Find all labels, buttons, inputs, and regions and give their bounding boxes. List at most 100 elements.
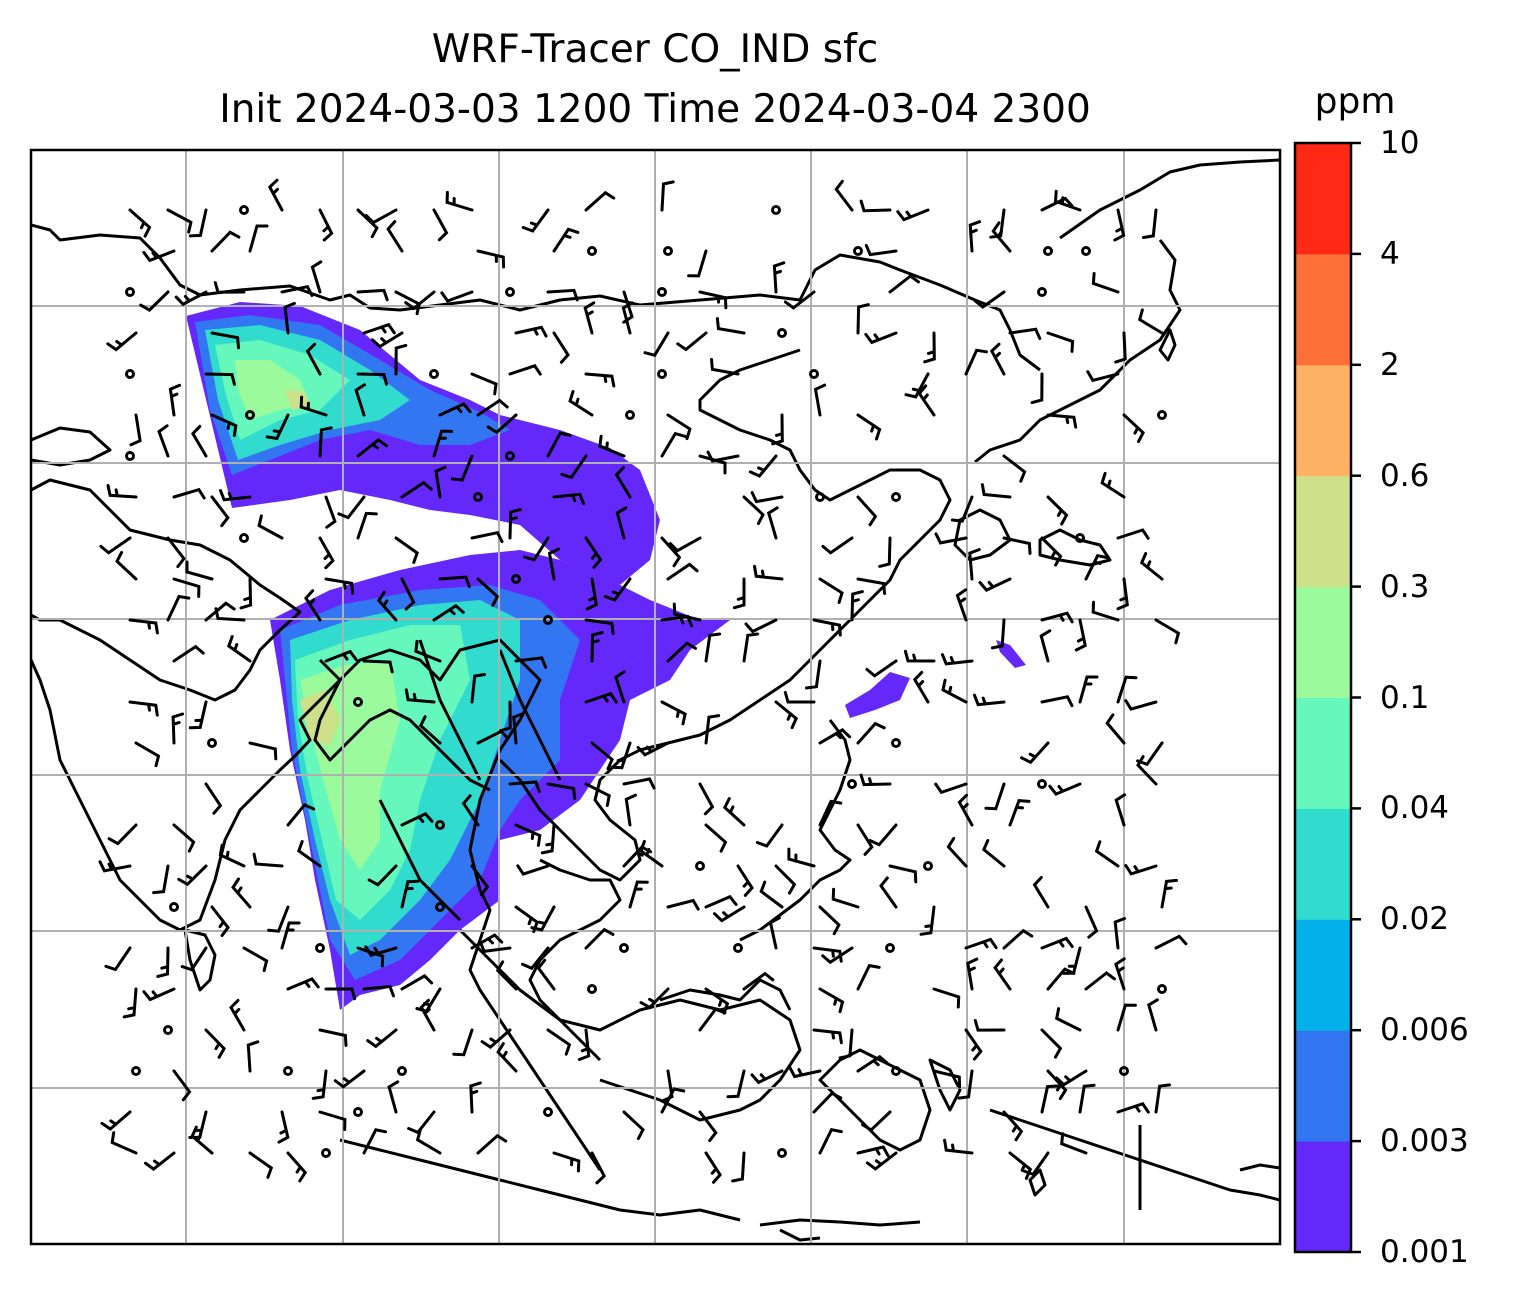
- calm-wind-marker: [245, 410, 255, 420]
- wind-barb: [536, 958, 556, 991]
- wind-barb: [660, 180, 675, 212]
- wind-barb: [715, 317, 746, 335]
- wind-barb: [834, 179, 854, 212]
- wind-barb: [318, 536, 335, 570]
- wind-barb: [1055, 1069, 1088, 1087]
- colorbar-segment: [1295, 697, 1351, 809]
- wind-barb: [404, 290, 436, 311]
- wind-barb: [190, 1125, 214, 1155]
- wind-barb: [1040, 936, 1074, 950]
- wind-barb: [968, 220, 982, 253]
- wind-barb: [1154, 1083, 1171, 1114]
- wind-barb: [750, 1069, 784, 1085]
- wind-barb: [917, 384, 936, 417]
- wind-barb: [704, 823, 728, 853]
- wind-barb: [1008, 1151, 1033, 1180]
- wind-barb: [771, 413, 784, 446]
- colorbar-segment: [1295, 364, 1351, 477]
- wind-barb: [210, 331, 240, 350]
- colorbar-segment: [1295, 1141, 1351, 1253]
- wind-barb: [787, 847, 816, 868]
- wind-barb: [1154, 618, 1181, 645]
- colorbar-unit-label: ppm: [1314, 81, 1396, 122]
- wind-barb: [934, 782, 968, 795]
- calm-wind-marker: [543, 1107, 553, 1117]
- wind-barb: [614, 670, 626, 704]
- colorbar-tick-label: 10: [1380, 125, 1420, 161]
- wind-barb: [660, 536, 682, 568]
- wind-barb: [1002, 928, 1034, 950]
- wind-barb: [991, 221, 1012, 253]
- wind-barb: [879, 876, 898, 909]
- wind-barb: [742, 632, 760, 663]
- wind-barb: [495, 960, 518, 991]
- calm-wind-marker: [1081, 246, 1091, 256]
- wind-barb: [1039, 629, 1052, 663]
- wind-barb: [476, 577, 500, 607]
- wind-barb: [713, 905, 746, 923]
- wind-barb: [932, 1069, 962, 1089]
- wind-barbs: [98, 178, 1188, 1185]
- wind-barb: [955, 588, 968, 622]
- wind-barb: [584, 190, 616, 212]
- calm-wind-marker: [1037, 779, 1047, 789]
- wind-barb: [156, 946, 170, 978]
- wind-barb: [166, 208, 193, 234]
- wind-barb: [172, 823, 196, 853]
- wind-barb: [188, 208, 208, 238]
- wind-barb: [584, 782, 611, 807]
- wind-barb: [508, 780, 541, 793]
- calm-wind-marker: [663, 246, 673, 256]
- wind-barb: [1040, 196, 1074, 212]
- wind-barb: [818, 799, 843, 827]
- wind-barb: [521, 208, 550, 233]
- wind-barb: [704, 632, 722, 663]
- wind-barb: [514, 325, 548, 338]
- wind-barb: [210, 413, 238, 437]
- wind-barb: [957, 1069, 974, 1100]
- wind-barb: [414, 639, 442, 663]
- wind-barb: [990, 618, 1006, 650]
- wind-barb: [1040, 695, 1074, 708]
- wind-barb: [242, 946, 269, 973]
- wind-barb: [805, 659, 822, 690]
- wind-barb: [286, 803, 316, 827]
- wind-barb: [989, 208, 1006, 239]
- wind-barb: [856, 413, 882, 441]
- wind-barb: [1008, 327, 1042, 340]
- wind-barb: [440, 290, 474, 303]
- wind-barb: [362, 984, 395, 998]
- calm-wind-marker: [695, 861, 705, 871]
- calm-wind-marker: [315, 943, 325, 953]
- wind-barb: [1046, 331, 1075, 353]
- map-frame: [29, 148, 1282, 1246]
- wind-barb: [1100, 471, 1126, 499]
- wind-barb: [1105, 713, 1126, 745]
- wind-barb: [850, 590, 864, 622]
- wind-barb: [185, 560, 214, 581]
- wind-barb: [476, 249, 506, 269]
- colorbar-segment: [1295, 1030, 1351, 1142]
- wind-barb: [180, 946, 208, 972]
- wind-barb: [128, 618, 159, 635]
- wind-barb: [337, 495, 366, 520]
- wind-barb: [480, 1028, 512, 1049]
- wind-barb: [257, 514, 284, 540]
- colorbar-tick-label: 0.02: [1380, 901, 1450, 938]
- wind-barb: [318, 426, 333, 458]
- wind-barb: [666, 898, 700, 911]
- wind-barb: [1002, 536, 1032, 555]
- wind-barb: [568, 390, 594, 417]
- colorbar-tick-label: 0.006: [1380, 1012, 1469, 1049]
- wind-barb: [166, 594, 191, 622]
- wind-barb: [704, 714, 721, 745]
- wind-barb: [191, 424, 208, 458]
- wind-barb: [732, 577, 746, 610]
- calm-wind-marker: [891, 492, 901, 502]
- wind-barb: [486, 413, 518, 435]
- wind-barb: [856, 577, 887, 595]
- wind-barb: [172, 1069, 192, 1102]
- coastlines: [31, 158, 1280, 1242]
- wind-barb: [523, 536, 550, 562]
- wind-barb: [856, 1054, 889, 1073]
